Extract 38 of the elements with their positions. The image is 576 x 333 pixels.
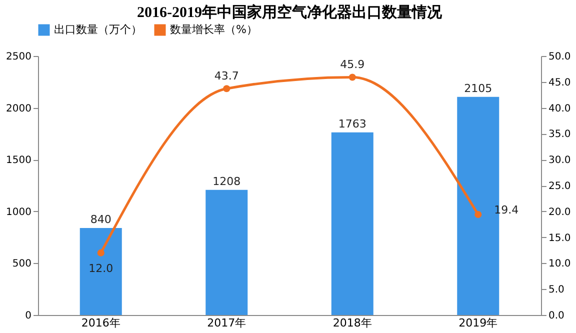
y-tick-label: 2000 bbox=[6, 103, 32, 114]
point bbox=[348, 74, 356, 81]
y2-tick-label: 10.0 bbox=[548, 258, 571, 270]
y2-tick-label: 20.0 bbox=[548, 206, 571, 218]
point bbox=[223, 85, 230, 92]
point bbox=[474, 210, 482, 218]
y2-tick-label: 30.0 bbox=[548, 155, 571, 166]
bar bbox=[80, 228, 122, 315]
chart-title: 2016-2019年中国家用空气净化器出口数量情况 bbox=[137, 3, 443, 21]
y2-tick-label: 15.0 bbox=[548, 232, 571, 244]
y-tick-label: 0 bbox=[25, 310, 32, 322]
data-label: 12.0 bbox=[88, 262, 114, 275]
y-tick-label: 2500 bbox=[6, 52, 32, 62]
y2-tick-label: 35.0 bbox=[548, 129, 571, 140]
data-label: 840 bbox=[90, 212, 112, 226]
data-label: 45.9 bbox=[340, 58, 365, 72]
x-tick-label: 2016年 bbox=[81, 316, 120, 330]
data-label: 43.7 bbox=[214, 70, 239, 83]
point bbox=[97, 249, 104, 256]
bar bbox=[331, 132, 374, 315]
legend-label: 出口数量（万个） bbox=[54, 23, 142, 36]
x-tick-label: 2017年 bbox=[207, 316, 246, 330]
y-tick-label: 1000 bbox=[6, 206, 32, 218]
y2-tick-label: 40.0 bbox=[548, 103, 571, 114]
x-tick-label: 2018年 bbox=[332, 316, 372, 330]
x-tick-label: 2019年 bbox=[458, 316, 498, 330]
y2-tick-label: 25.0 bbox=[548, 181, 571, 192]
data-label: 1208 bbox=[212, 174, 241, 188]
y-tick-label: 500 bbox=[12, 258, 32, 270]
y2-tick-label: 45.0 bbox=[548, 77, 571, 88]
data-label: 1763 bbox=[338, 117, 366, 130]
data-label: 2105 bbox=[464, 82, 492, 95]
legend-label: 数量增长率（%） bbox=[170, 23, 258, 36]
bar bbox=[206, 190, 248, 315]
y2-tick-label: 0.0 bbox=[548, 310, 564, 322]
y2-tick-label: 50.0 bbox=[548, 52, 571, 62]
y2-tick-label: 5.0 bbox=[548, 284, 564, 296]
y-tick-label: 1500 bbox=[6, 155, 32, 166]
